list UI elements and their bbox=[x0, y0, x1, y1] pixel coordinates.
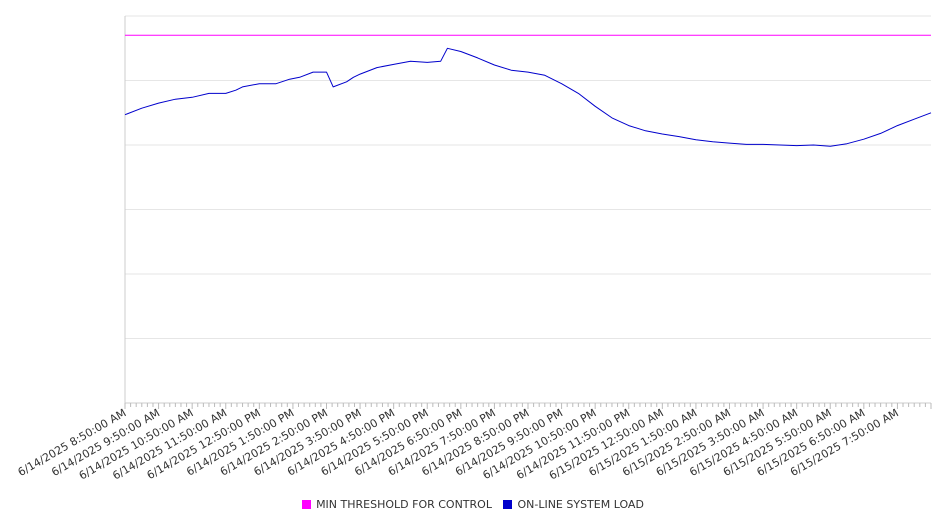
series-line-system-load[interactable] bbox=[124, 47, 932, 147]
legend-item-threshold[interactable]: MIN THRESHOLD FOR CONTROL bbox=[302, 498, 492, 511]
series-layer bbox=[124, 34, 932, 147]
x-tick-labels: 6/14/2025 8:50:00 AM6/14/2025 9:50:00 AM… bbox=[16, 406, 901, 482]
x-axis bbox=[124, 16, 932, 409]
legend-swatch-threshold bbox=[302, 500, 312, 509]
legend-swatch-system-load bbox=[503, 500, 513, 509]
grid-lines bbox=[125, 15, 931, 339]
legend-item-system-load[interactable]: ON-LINE SYSTEM LOAD bbox=[503, 498, 644, 511]
legend: MIN THRESHOLD FOR CONTROL ON-LINE SYSTEM… bbox=[0, 498, 946, 512]
legend-label-threshold: MIN THRESHOLD FOR CONTROL bbox=[316, 498, 492, 511]
legend-label-system-load: ON-LINE SYSTEM LOAD bbox=[517, 498, 644, 511]
